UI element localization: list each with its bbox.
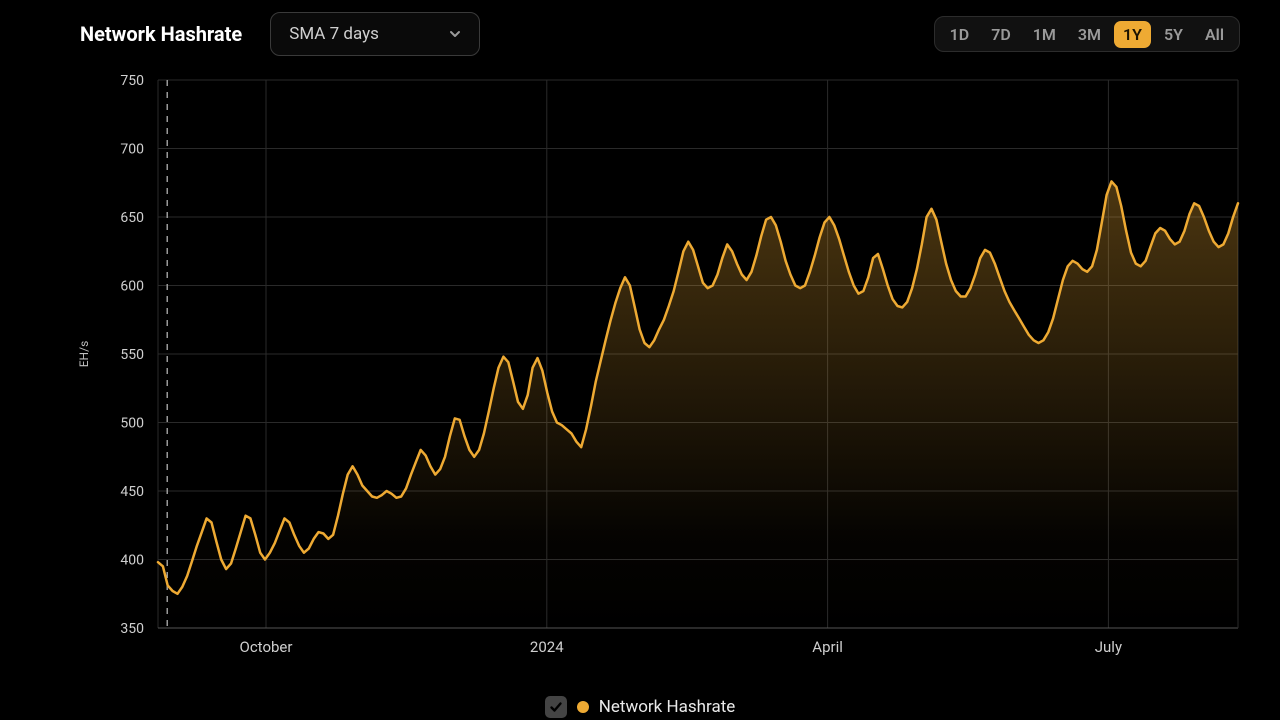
legend-series-color-dot xyxy=(577,701,589,713)
range-button-3m[interactable]: 3M xyxy=(1069,21,1110,48)
svg-text:350: 350 xyxy=(120,621,144,637)
chart-area: 350 400 450 500 550 600 650 700 750 October 2024 Ap… xyxy=(30,60,1250,680)
chart-toolbar: Network Hashrate SMA 7 days 1D7D1M3M1Y5Y… xyxy=(80,12,1240,56)
chart-title: Network Hashrate xyxy=(80,22,242,46)
range-button-all[interactable]: All xyxy=(1196,21,1233,48)
svg-text:400: 400 xyxy=(120,553,144,569)
svg-text:500: 500 xyxy=(120,416,144,432)
svg-text:October: October xyxy=(240,638,293,656)
chart-legend: Network Hashrate xyxy=(0,696,1280,718)
svg-text:July: July xyxy=(1095,638,1122,656)
sma-dropdown-label: SMA 7 days xyxy=(289,24,379,44)
sma-dropdown[interactable]: SMA 7 days xyxy=(270,12,480,56)
svg-text:650: 650 xyxy=(120,210,144,226)
range-button-5y[interactable]: 5Y xyxy=(1155,21,1192,48)
chevron-down-icon xyxy=(449,28,461,40)
legend-checkbox[interactable] xyxy=(545,696,567,718)
svg-text:550: 550 xyxy=(120,347,144,363)
svg-text:450: 450 xyxy=(120,484,144,500)
svg-text:700: 700 xyxy=(120,142,144,158)
svg-text:600: 600 xyxy=(120,279,144,295)
svg-text:2024: 2024 xyxy=(530,638,564,656)
range-button-1y[interactable]: 1Y xyxy=(1114,21,1151,48)
range-button-1d[interactable]: 1D xyxy=(941,21,979,48)
time-range-selector: 1D7D1M3M1Y5YAll xyxy=(934,16,1240,52)
svg-text:EH/s: EH/s xyxy=(77,341,91,368)
range-button-1m[interactable]: 1M xyxy=(1024,21,1065,48)
svg-text:750: 750 xyxy=(120,73,144,89)
legend-series-label: Network Hashrate xyxy=(599,697,736,717)
range-button-7d[interactable]: 7D xyxy=(982,21,1020,48)
svg-text:April: April xyxy=(812,638,843,656)
